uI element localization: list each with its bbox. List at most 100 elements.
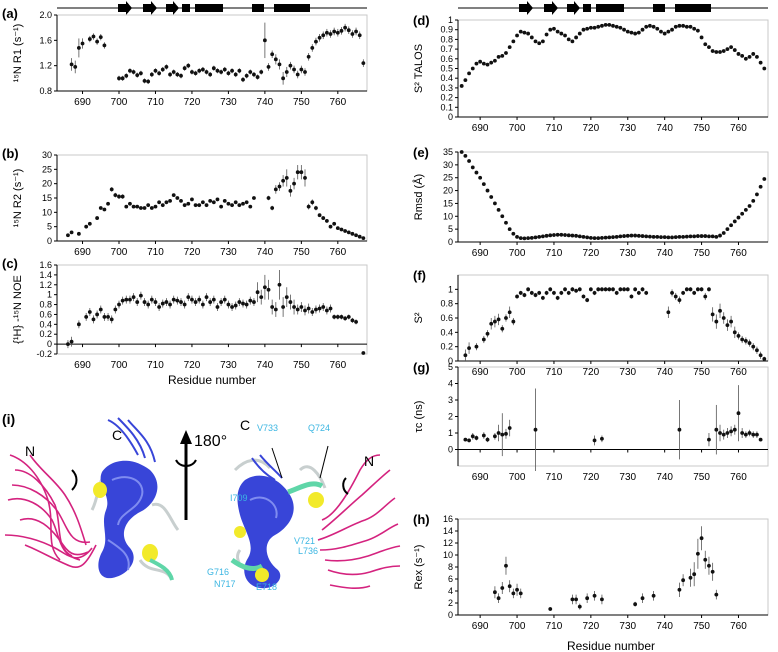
y-tick-label: 0.9 [440,25,453,35]
data-point [721,432,726,437]
residue-label-g716: G716 [207,567,229,577]
y-tick-label: 14 [443,526,453,536]
y-tick-label: 10 [42,207,52,217]
data-point [540,39,545,44]
arrow-curve-right [342,477,349,495]
data-point [718,233,722,238]
data-point [518,29,523,34]
data-point [306,54,311,59]
data-point [600,235,604,240]
data-point [577,234,582,239]
panel-label: (e) [413,145,429,160]
data-point [463,353,468,358]
data-point [357,33,362,38]
data-point [644,24,649,29]
data-point [625,29,630,34]
data-point [171,70,176,74]
data-point [544,233,549,238]
data-point [504,51,508,55]
data-point [142,78,147,83]
x-tick-label: 710 [546,472,563,483]
data-point [171,297,176,302]
data-point [714,50,719,54]
data-point [339,28,344,33]
data-point [736,411,741,416]
data-point [570,287,575,292]
x-tick-label: 730 [220,97,237,108]
data-point [496,596,501,601]
data-point [688,24,693,29]
arrow-curve-left [71,469,78,491]
data-point [600,287,604,292]
panel-h: 0 2 4 6 8 10 12 14 16 690 700 710 720 730 740 750 760 (h)… [413,512,769,632]
y-tick-label: 1.2 [39,61,52,71]
y-tick-label: 0.8 [39,300,52,310]
data-point [493,58,497,63]
data-point [732,330,737,335]
data-point [662,31,667,36]
x-tick-label: 690 [472,248,489,259]
data-point [707,287,711,292]
data-point [361,236,366,241]
data-point [592,25,597,30]
x-tick-label: 740 [656,123,673,134]
data-point [128,68,132,73]
data-point [324,219,329,223]
data-point [747,341,752,345]
data-point [574,35,578,40]
data-point [695,28,700,33]
data-point [588,25,593,30]
data-point [740,431,745,435]
data-point [288,300,293,304]
data-point [149,72,154,77]
y-axis-label: τc (ns) [413,401,425,433]
data-point [644,234,649,239]
data-point [511,231,516,236]
data-point [343,316,348,321]
y-tick-label: 15 [443,198,453,208]
x-tick-label: 730 [619,367,636,378]
data-point [190,70,194,74]
x-tick-label: 720 [583,248,600,259]
panel-label: (g) [413,360,430,375]
data-point [762,356,767,361]
data-point [106,201,110,206]
y-tick-label: 35 [443,147,453,157]
data-point [193,203,198,208]
data-point [740,53,745,58]
y-tick-label: 30 [42,150,52,160]
data-point [303,308,307,313]
data-point [592,291,597,295]
data-point [303,70,307,74]
secondary-structure-bar-right [458,1,768,15]
data-point [459,150,464,154]
data-point [699,287,704,292]
data-point [153,68,158,73]
data-point [95,312,100,317]
data-point [190,197,194,202]
x-tick-label: 720 [583,621,600,632]
rotation-label: 180° [194,433,227,450]
data-point [179,198,183,203]
data-point [335,30,340,35]
panel-a: 0.8 1.2 1.6 2.0 690 700 710 720 730 740 750 760 (a) ¹… [2,6,368,108]
data-point [211,297,216,302]
data-point [740,337,745,342]
data-point [577,31,582,36]
data-point [361,351,366,355]
data-point [585,596,590,601]
data-point [681,234,686,239]
plot-frame [457,366,769,467]
data-point [474,61,479,66]
data-point [237,300,242,304]
data-point [292,181,296,186]
data-point [518,591,523,596]
y-tick-label: 0.5 [440,64,453,74]
data-point [729,319,733,324]
data-point [168,302,172,307]
data-point [596,24,601,29]
data-point [732,427,737,432]
data-point [699,234,704,238]
data-point [707,563,711,568]
data-point [146,203,151,208]
